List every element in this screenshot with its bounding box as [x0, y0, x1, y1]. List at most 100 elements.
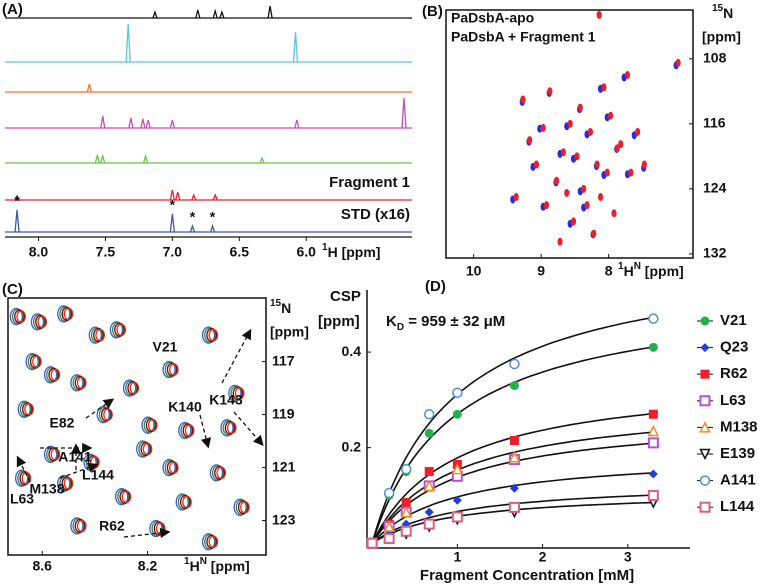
marker — [647, 424, 660, 437]
contour-ring — [177, 494, 190, 510]
contour-ring — [24, 403, 34, 416]
peak-contour — [70, 374, 87, 392]
contour-ring — [208, 535, 219, 549]
contour-ring — [72, 518, 85, 534]
peak — [577, 103, 583, 112]
marker — [647, 437, 659, 449]
contour-ring — [235, 499, 248, 516]
marker — [648, 342, 658, 352]
peak-contour — [17, 400, 34, 418]
peak — [564, 188, 570, 197]
contour-ring — [61, 476, 73, 491]
y-axis-label-part: N — [281, 300, 291, 316]
y-axis-label-part: 15 — [270, 298, 282, 309]
peak-contour — [178, 421, 195, 440]
peak-contour — [70, 517, 87, 535]
y-tick-label: 124 — [703, 180, 727, 196]
marker — [424, 507, 434, 517]
peak — [601, 83, 607, 92]
contour-ring — [136, 440, 150, 458]
marker — [401, 498, 411, 508]
x-axis-label-part: [ppm] — [641, 263, 684, 279]
marker — [451, 462, 464, 475]
peak-contour — [209, 464, 227, 482]
contour-ring — [37, 315, 48, 329]
marker — [383, 520, 395, 532]
peak — [543, 201, 550, 210]
peak-contour — [122, 379, 140, 397]
contour-ring — [17, 470, 30, 487]
spectrum-peak — [292, 31, 299, 63]
peak — [641, 160, 647, 169]
residue-label: L144 — [82, 467, 114, 483]
contour-ring — [50, 448, 61, 461]
x-tick-label: 8 — [605, 263, 613, 279]
contour-ring — [95, 328, 105, 342]
marker — [648, 409, 658, 419]
peak — [520, 95, 526, 104]
spectrum-peak — [152, 9, 158, 19]
contour-ring — [228, 384, 242, 403]
x-axis-label: 1H [ppm] — [322, 242, 380, 260]
contour-ring — [164, 459, 177, 476]
x-tick-label: 8.2 — [138, 558, 158, 574]
peak-contour — [43, 366, 61, 384]
residue-label: V21 — [153, 339, 178, 355]
peak — [527, 136, 533, 145]
peak — [584, 201, 590, 210]
contour-ring — [145, 418, 157, 433]
contour-ring — [14, 309, 26, 324]
y-tick-label: 123 — [272, 511, 296, 527]
shift-arrow — [16, 455, 31, 483]
marker — [509, 358, 520, 370]
spectrum-peak — [219, 9, 225, 19]
peak — [596, 10, 602, 19]
x-axis-label-part: [ppm] — [207, 558, 250, 574]
marker — [699, 475, 711, 486]
contour-ring — [222, 419, 235, 436]
contour-ring — [32, 313, 46, 330]
shift-arrow — [59, 462, 99, 479]
spectrum-peak — [212, 193, 218, 201]
contour-ring — [27, 353, 40, 370]
panel-label: (D) — [425, 278, 446, 295]
marker — [423, 479, 435, 492]
peak-contour — [43, 445, 61, 463]
contour-ring — [59, 475, 72, 492]
peak — [533, 160, 540, 169]
contour-ring — [76, 376, 87, 390]
annotation: * — [190, 209, 196, 225]
spectrum-peak — [86, 83, 92, 93]
spectrum-peak — [189, 223, 196, 233]
marker — [452, 409, 462, 419]
contour-ring — [208, 328, 219, 342]
contour-ring — [166, 362, 178, 377]
y-tick-label: 108 — [703, 49, 727, 65]
panel-label: (A) — [2, 1, 23, 18]
contour-ring — [57, 305, 71, 323]
y-axis-label-part: 15 — [712, 3, 724, 14]
contour-ring — [211, 465, 225, 481]
x-tick-label: 2 — [539, 549, 547, 565]
marker — [400, 525, 412, 537]
peak-contour — [9, 307, 27, 326]
contour-ring — [22, 402, 33, 417]
annotation: * — [14, 193, 20, 209]
peak — [624, 71, 631, 80]
marker — [700, 369, 710, 379]
contour-ring — [142, 442, 153, 456]
marker — [451, 511, 463, 523]
y-tick-label: 117 — [272, 352, 295, 368]
residue-label: L63 — [10, 491, 34, 507]
marker — [509, 483, 519, 493]
contour-ring — [48, 447, 60, 462]
marker — [700, 316, 710, 326]
marker — [452, 495, 462, 505]
spectrum-peak — [209, 223, 216, 233]
contour-ring — [16, 310, 27, 323]
marker — [509, 436, 519, 445]
peak — [635, 127, 641, 136]
spectrum-peak — [267, 5, 273, 19]
marker — [509, 381, 519, 391]
x-tick-label: 7.0 — [163, 244, 183, 260]
